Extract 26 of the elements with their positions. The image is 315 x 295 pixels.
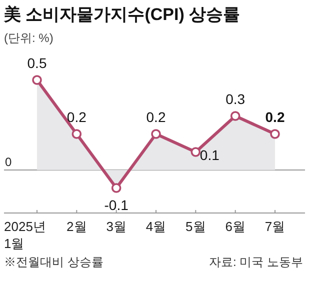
data-label: 0.2 bbox=[66, 109, 87, 125]
text: 자료: 미국 노동부 bbox=[208, 255, 303, 269]
x-tick-label: 7월 bbox=[264, 219, 286, 234]
x-tick-label: 3월 bbox=[106, 219, 126, 234]
point bbox=[270, 129, 280, 139]
data-label: 0.3 bbox=[226, 91, 246, 107]
chart-title: 美 소비자물가지수(CPI) 상승률 bbox=[3, 5, 240, 24]
data-label: 0.1 bbox=[200, 147, 220, 163]
chart-subtitle: (단위: %) bbox=[4, 31, 54, 45]
point bbox=[32, 75, 42, 85]
x-tick-label: 2월 bbox=[66, 219, 87, 234]
point bbox=[230, 111, 240, 121]
point bbox=[190, 147, 201, 157]
ref-line-label: 0 bbox=[5, 155, 12, 169]
x-tick-label: 4월 bbox=[146, 219, 166, 234]
text: ※전월대비 상승률 bbox=[4, 255, 104, 269]
x-tick-label: 2025년 1월 bbox=[4, 219, 46, 251]
point bbox=[151, 129, 161, 139]
data-label: 0.5 bbox=[27, 55, 47, 71]
point bbox=[111, 183, 122, 193]
point bbox=[72, 129, 82, 139]
x-tick-label: 5월 bbox=[186, 219, 206, 234]
x-tick-label: 6월 bbox=[225, 219, 246, 234]
data-label: 0.2 bbox=[265, 109, 285, 125]
data-label: -0.1 bbox=[104, 197, 129, 213]
data-label: 0.2 bbox=[146, 109, 166, 125]
